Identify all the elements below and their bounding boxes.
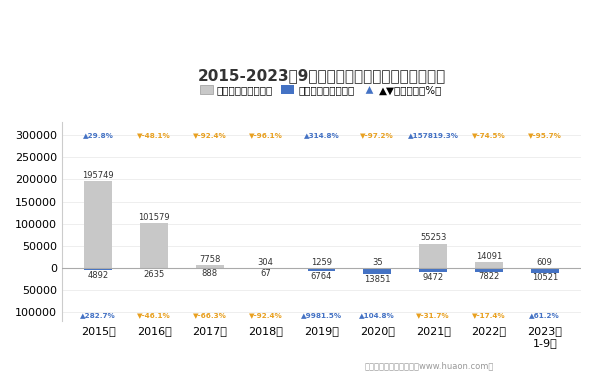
Title: 2015-2023年9月营口港保税物流中心进、出口额: 2015-2023年9月营口港保税物流中心进、出口额 bbox=[197, 68, 446, 83]
Text: ▲104.8%: ▲104.8% bbox=[359, 312, 395, 318]
Bar bbox=[419, 268, 447, 272]
Text: 888: 888 bbox=[202, 269, 218, 278]
Text: 2635: 2635 bbox=[144, 270, 164, 279]
Text: 10521: 10521 bbox=[532, 273, 558, 282]
Bar bbox=[364, 268, 391, 274]
Bar bbox=[419, 243, 447, 268]
Text: 9472: 9472 bbox=[423, 273, 443, 282]
Text: ▼-48.1%: ▼-48.1% bbox=[137, 133, 171, 139]
Text: 1259: 1259 bbox=[311, 258, 332, 267]
Text: ▼-46.1%: ▼-46.1% bbox=[137, 312, 171, 318]
Text: ▲282.7%: ▲282.7% bbox=[80, 312, 116, 318]
Text: ▲314.8%: ▲314.8% bbox=[303, 133, 339, 139]
Bar bbox=[475, 262, 503, 268]
Text: 6764: 6764 bbox=[311, 272, 332, 281]
Text: ▲29.8%: ▲29.8% bbox=[83, 133, 114, 139]
Bar bbox=[308, 268, 336, 271]
Text: 7822: 7822 bbox=[479, 272, 499, 281]
Text: 制图：华经产业研究院（www.huaon.com）: 制图：华经产业研究院（www.huaon.com） bbox=[364, 361, 494, 370]
Bar bbox=[140, 223, 168, 268]
Bar bbox=[84, 181, 112, 268]
Bar bbox=[196, 265, 224, 268]
Text: ▼-31.7%: ▼-31.7% bbox=[416, 312, 450, 318]
Legend: 出口总额（万美元）, 进口总额（万美元）, ▲▼同比增速（%）: 出口总额（万美元）, 进口总额（万美元）, ▲▼同比增速（%） bbox=[198, 83, 445, 97]
Bar bbox=[531, 268, 558, 273]
Bar bbox=[84, 268, 112, 270]
Bar bbox=[196, 268, 224, 269]
Text: ▼-97.2%: ▼-97.2% bbox=[361, 133, 394, 139]
Text: 101579: 101579 bbox=[138, 213, 170, 222]
Text: 67: 67 bbox=[260, 269, 271, 278]
Text: 55253: 55253 bbox=[420, 233, 446, 242]
Text: ▼-95.7%: ▼-95.7% bbox=[528, 133, 561, 139]
Text: 35: 35 bbox=[372, 258, 383, 267]
Text: ▲9981.5%: ▲9981.5% bbox=[301, 312, 342, 318]
Text: 195749: 195749 bbox=[82, 171, 114, 180]
Text: ▼-92.4%: ▼-92.4% bbox=[249, 312, 283, 318]
Text: 609: 609 bbox=[537, 258, 552, 267]
Text: 7758: 7758 bbox=[199, 255, 221, 264]
Text: 14091: 14091 bbox=[476, 252, 502, 261]
Bar bbox=[475, 268, 503, 272]
Text: 13851: 13851 bbox=[364, 275, 390, 284]
Text: ▼-66.3%: ▼-66.3% bbox=[193, 312, 227, 318]
Text: 304: 304 bbox=[257, 258, 274, 267]
Text: ▼-92.4%: ▼-92.4% bbox=[193, 133, 226, 139]
Text: ▼-74.5%: ▼-74.5% bbox=[472, 133, 506, 139]
Text: ▼-96.1%: ▼-96.1% bbox=[249, 133, 283, 139]
Text: ▲157819.3%: ▲157819.3% bbox=[408, 133, 458, 139]
Text: ▼-17.4%: ▼-17.4% bbox=[472, 312, 506, 318]
Text: ▲61.2%: ▲61.2% bbox=[529, 312, 560, 318]
Text: 4892: 4892 bbox=[88, 271, 109, 280]
Bar bbox=[140, 268, 168, 269]
Bar bbox=[308, 267, 336, 268]
